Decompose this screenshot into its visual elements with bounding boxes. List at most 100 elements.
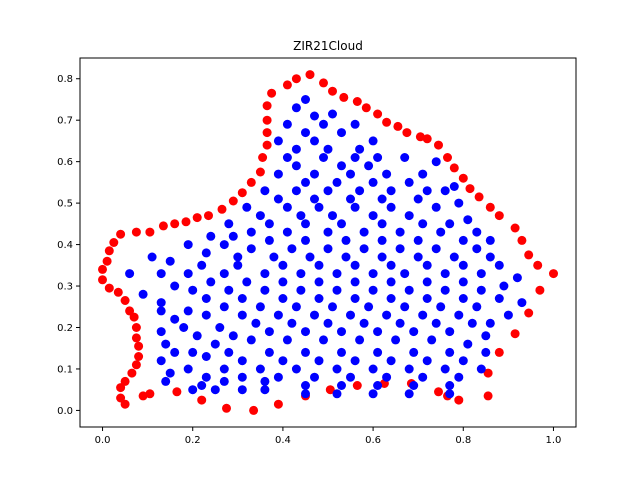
scatter-point — [355, 186, 365, 196]
scatter-point — [440, 186, 450, 196]
scatter-point — [337, 219, 346, 229]
scatter-point — [418, 310, 428, 320]
scatter-point — [255, 211, 265, 221]
scatter-point — [301, 347, 310, 357]
scatter-point — [364, 302, 374, 312]
x-tick-label: 0.4 — [275, 435, 291, 446]
scatter-point — [350, 202, 360, 212]
scatter-point — [188, 285, 198, 295]
scatter-point — [201, 352, 211, 361]
scatter-point — [158, 221, 168, 231]
scatter-point — [134, 352, 144, 361]
scatter-point — [116, 229, 126, 239]
scatter-point — [301, 235, 310, 245]
scatter-point — [291, 103, 301, 113]
scatter-point — [494, 294, 504, 303]
scatter-point — [237, 356, 247, 366]
scatter-point — [409, 381, 419, 390]
x-tick-label: 1.0 — [546, 435, 562, 446]
scatter-point — [258, 153, 268, 162]
scatter-point — [267, 88, 277, 98]
scatter-point — [156, 327, 166, 337]
x-tick-label: 0.2 — [185, 435, 201, 446]
scatter-point — [337, 161, 346, 171]
scatter-point — [301, 95, 310, 104]
scatter-point — [183, 364, 193, 374]
scatter-point — [454, 198, 464, 208]
scatter-point — [449, 163, 459, 173]
scatter-point — [183, 306, 193, 316]
scatter-point — [219, 269, 229, 279]
scatter-point — [393, 121, 403, 131]
scatter-point — [273, 194, 283, 204]
scatter-point — [116, 393, 126, 403]
scatter-point — [409, 347, 419, 357]
scatter-point — [131, 323, 141, 332]
scatter-point — [314, 202, 324, 212]
scatter-point — [337, 327, 346, 337]
scatter-point — [328, 86, 337, 96]
scatter-point — [485, 318, 495, 328]
scatter-point — [323, 227, 333, 237]
scatter-point — [352, 97, 362, 106]
scatter-point — [319, 119, 328, 129]
scatter-point — [264, 219, 274, 229]
scatter-point — [350, 277, 360, 287]
scatter-point — [197, 395, 207, 405]
scatter-point — [219, 364, 229, 374]
scatter-point — [282, 153, 292, 162]
scatter-point — [120, 376, 130, 386]
scatter-point — [449, 252, 459, 262]
scatter-point — [481, 331, 491, 341]
scatter-point — [224, 219, 234, 229]
scatter-point — [237, 188, 247, 198]
scatter-point — [145, 227, 155, 237]
scatter-point — [156, 298, 166, 308]
x-tick-label: 0.6 — [365, 435, 381, 446]
scatter-point — [494, 211, 504, 221]
scatter-point — [125, 269, 135, 279]
scatter-point — [296, 285, 306, 295]
scatter-point — [314, 260, 324, 270]
scatter-point — [262, 101, 272, 111]
scatter-point — [310, 136, 319, 146]
scatter-point — [346, 310, 355, 320]
scatter-point — [400, 153, 410, 162]
scatter-point — [373, 381, 383, 390]
scatter-point — [170, 219, 180, 229]
scatter-point — [251, 318, 261, 328]
scatter-point — [228, 331, 238, 341]
scatter-point — [458, 356, 468, 366]
scatter-point — [368, 285, 378, 295]
scatter-point — [310, 194, 319, 204]
scatter-point — [301, 128, 310, 138]
scatter-point — [350, 119, 360, 129]
scatter-point — [364, 161, 374, 171]
scatter-point — [262, 115, 272, 125]
scatter-point — [156, 306, 166, 316]
scatter-point — [350, 153, 360, 162]
scatter-point — [323, 186, 333, 196]
scatter-point — [373, 347, 383, 357]
scatter-point — [305, 252, 315, 262]
scatter-point — [217, 204, 227, 214]
scatter-point — [192, 331, 202, 341]
scatter-point — [404, 211, 414, 221]
scatter-point — [339, 92, 349, 102]
scatter-point — [224, 285, 234, 295]
scatter-point — [535, 285, 545, 295]
scatter-point — [377, 252, 387, 262]
scatter-point — [454, 372, 464, 382]
scatter-point — [109, 238, 119, 247]
scatter-point — [161, 376, 171, 386]
scatter-point — [291, 144, 301, 154]
scatter-point — [400, 302, 410, 312]
scatter-point — [418, 219, 428, 229]
scatter-point — [355, 335, 365, 345]
scatter-point — [454, 395, 464, 405]
scatter-point — [291, 74, 301, 84]
scatter-point — [404, 285, 414, 295]
scatter-point — [260, 269, 270, 279]
